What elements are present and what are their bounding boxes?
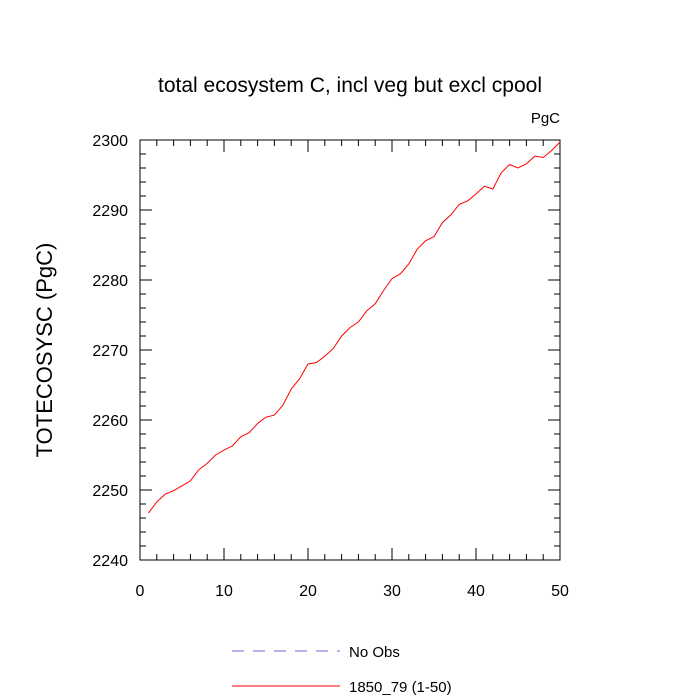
y-tick-label: 2260 (92, 413, 128, 430)
y-tick-label: 2300 (92, 133, 128, 150)
x-tick-label: 20 (299, 583, 317, 600)
chart-title: total ecosystem C, incl veg but excl cpo… (158, 74, 542, 97)
x-tick-label: 40 (467, 583, 485, 600)
x-tick-label: 10 (215, 583, 233, 600)
series-line (147, 141, 561, 514)
x-tick-label: 0 (136, 583, 145, 600)
series-group (147, 141, 561, 514)
legend-label: 1850_79 (1-50) (349, 679, 452, 696)
legend-label: No Obs (349, 644, 400, 661)
x-tick-label: 50 (551, 583, 569, 600)
units-label: PgC (531, 110, 560, 127)
axis-ticks: 0 10 20 30 40 50 2240 2250 2260 2270 2280 2290 2300 (92, 133, 569, 600)
plot-frame (139, 139, 561, 561)
y-tick-label: 2280 (92, 273, 128, 290)
y-tick-label: 2270 (92, 343, 128, 360)
legend: No Obs 1850_79 (1-50) (232, 644, 452, 696)
y-tick-label: 2250 (92, 483, 128, 500)
x-tick-label: 30 (383, 583, 401, 600)
y-axis-label: TOTECOSYSC (PgC) (32, 243, 57, 458)
y-tick-label: 2240 (92, 553, 128, 570)
y-tick-label: 2290 (92, 203, 128, 220)
